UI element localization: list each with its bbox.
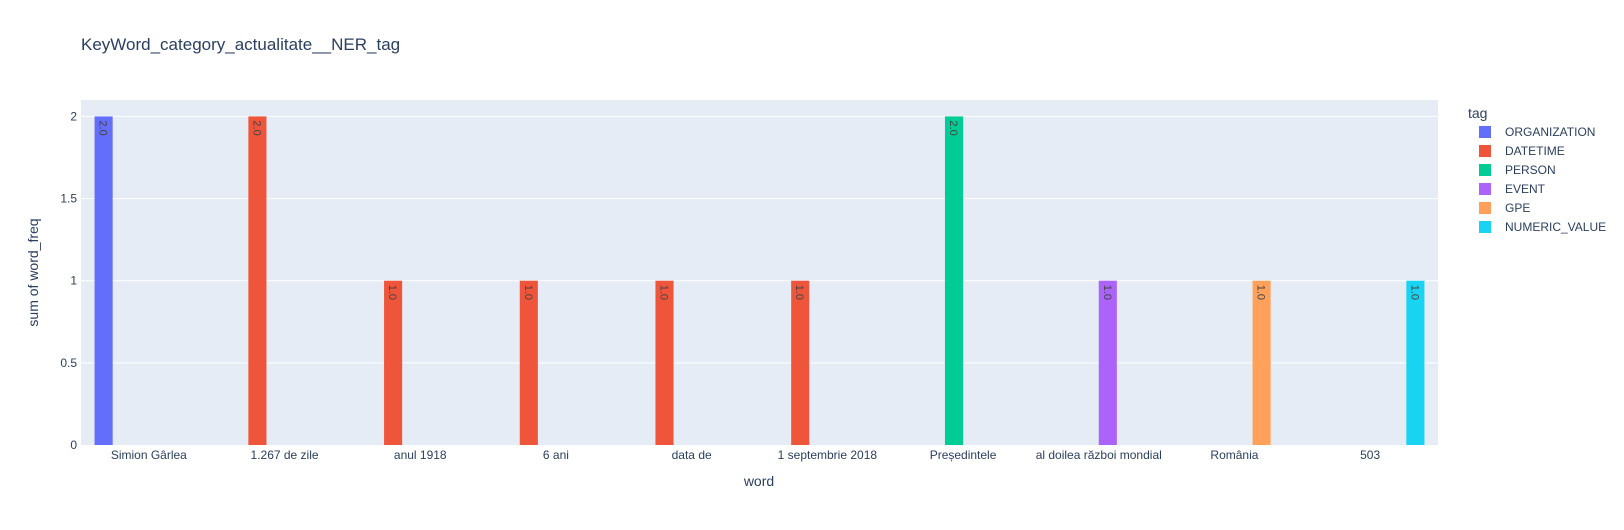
legend-swatch-gpe[interactable] — [1479, 202, 1491, 214]
bar-value-label: 1.0 — [522, 285, 534, 300]
y-tick-label: 1.5 — [60, 192, 77, 206]
chart-title: KeyWord_category_actualitate__NER_tag — [81, 35, 400, 54]
y-tick-label: 2 — [70, 109, 77, 123]
bar-value-label: 1.0 — [793, 285, 805, 300]
legend-swatch-datetime[interactable] — [1479, 145, 1491, 157]
bar-datetime-3[interactable] — [519, 280, 538, 445]
bar-datetime-4[interactable] — [655, 280, 674, 445]
legend-swatch-person[interactable] — [1479, 164, 1491, 176]
x-tick-label: data de — [672, 448, 712, 462]
x-axis-ticks: Simion Gârlea 1.267 de zile anul 1918 6 ani… — [111, 448, 1381, 462]
bar-value-label: 1.0 — [1101, 285, 1113, 300]
x-tick-label: 503 — [1360, 448, 1380, 462]
legend-label-datetime[interactable]: DATETIME — [1505, 144, 1565, 158]
bar-value-label: 2.0 — [250, 120, 262, 135]
legend-label-event[interactable]: EVENT — [1505, 182, 1546, 196]
x-tick-label: anul 1918 — [394, 448, 447, 462]
bar-datetime-2[interactable] — [384, 280, 403, 445]
x-tick-label: Simion Gârlea — [111, 448, 187, 462]
bar-gpe-8[interactable] — [1252, 280, 1271, 445]
legend-title: tag — [1468, 105, 1487, 121]
x-tick-label: 1 septembrie 2018 — [778, 448, 878, 462]
y-tick-label: 1 — [70, 274, 77, 288]
y-tick-label: 0 — [70, 438, 77, 452]
legend: tag ORGANIZATION DATETIME PERSON EVENT GPE NU… — [1468, 105, 1606, 234]
x-tick-label: 1.267 de zile — [251, 448, 319, 462]
bar-organization-0[interactable] — [94, 116, 113, 445]
legend-items: ORGANIZATION DATETIME PERSON EVENT GPE NUMERI… — [1479, 125, 1606, 234]
bar-value-label: 1.0 — [1255, 285, 1267, 300]
bar-value-label: 1.0 — [658, 285, 670, 300]
bar-value-label: 1.0 — [386, 285, 398, 300]
x-tick-label: 6 ani — [543, 448, 569, 462]
gridlines — [81, 115, 1438, 364]
x-tick-label: România — [1210, 448, 1258, 462]
y-axis-title: sum of word_freq — [25, 218, 41, 326]
bar-value-label: 2.0 — [947, 120, 959, 135]
bar-person-6[interactable] — [944, 116, 964, 445]
bars — [94, 116, 1425, 445]
y-axis-ticks: 0 0.5 1 1.5 2 — [60, 109, 77, 452]
legend-label-numeric-value[interactable]: NUMERIC_VALUE — [1505, 220, 1606, 234]
bar-datetime-1[interactable] — [248, 116, 267, 445]
legend-swatch-numeric-value[interactable] — [1479, 221, 1491, 233]
bar-value-label: 1.0 — [1408, 285, 1420, 300]
bar-numeric-value-9[interactable] — [1406, 280, 1425, 445]
bar-value-label: 2.0 — [97, 120, 109, 135]
legend-swatch-organization[interactable] — [1479, 126, 1491, 138]
x-axis-title: word — [743, 473, 774, 489]
bar-datetime-5[interactable] — [791, 280, 810, 445]
x-tick-label: al doilea război mondial — [1036, 448, 1162, 462]
legend-label-organization[interactable]: ORGANIZATION — [1505, 125, 1595, 139]
legend-label-person[interactable]: PERSON — [1505, 163, 1556, 177]
bar-event-7[interactable] — [1098, 280, 1117, 445]
legend-swatch-event[interactable] — [1479, 183, 1491, 195]
plot-background — [81, 100, 1438, 445]
bar-labels: 2.0 2.0 1.0 1.0 1.0 1.0 2.0 1.0 1.0 1.0 — [97, 120, 1421, 300]
legend-label-gpe[interactable]: GPE — [1505, 201, 1530, 215]
x-tick-label: Președintele — [930, 448, 997, 462]
y-tick-label: 0.5 — [60, 356, 77, 370]
